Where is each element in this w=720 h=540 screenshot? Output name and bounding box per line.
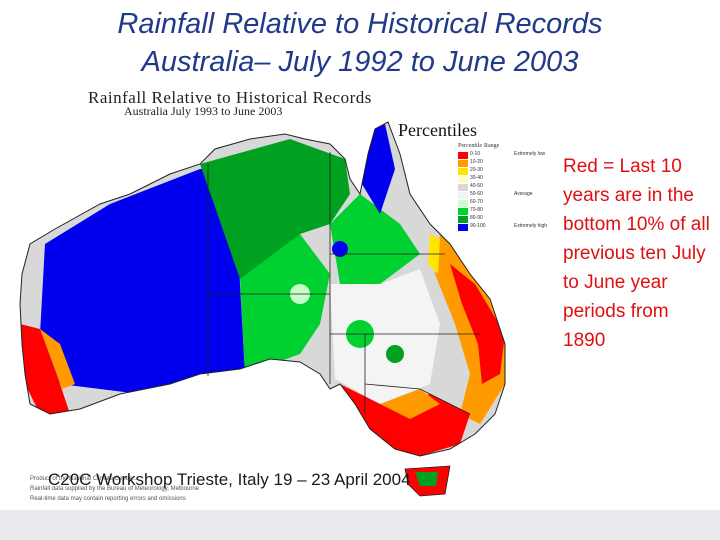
legend-class: Extremely high	[514, 223, 548, 229]
legend-range: 90-100	[470, 223, 486, 229]
legend-swatch	[458, 168, 468, 175]
legend-range: 70-80	[470, 207, 483, 213]
legend-class: Average	[514, 191, 533, 197]
legend-range: 80-90	[470, 215, 483, 221]
legend-range: 40-50	[470, 183, 483, 189]
legend-col-percentile: Percentile	[458, 143, 482, 149]
legend-range: 0-10	[470, 151, 481, 157]
legend-swatch	[458, 152, 468, 159]
legend-range: 20-30	[470, 167, 483, 173]
legend-range: 50-60	[470, 191, 483, 197]
slide-footer: C20C Workshop Trieste, Italy 19 – 23 Apr…	[48, 470, 411, 489]
legend-row: 90-100 Extremely high	[458, 223, 565, 231]
legend-row: 40-50	[458, 183, 565, 191]
legend-swatch	[458, 160, 468, 167]
legend-range: 60-70	[470, 199, 483, 205]
slide-title-line2: Australia– July 1992 to June 2003	[141, 46, 579, 78]
legend-row: 80-90	[458, 215, 565, 223]
coastline	[19, 121, 506, 457]
red-explanation-note: Red = Last 10 years are in the bottom 10…	[563, 156, 710, 351]
legend-row: 0-10 Extremely low	[458, 151, 565, 159]
legend-swatch	[458, 200, 468, 207]
map-credit-line1: Product of the National Climate Centre..…	[30, 476, 138, 482]
legend-swatch	[458, 176, 468, 183]
legend-col-range: Range	[484, 143, 500, 149]
legend-range: 10-20	[470, 159, 483, 165]
legend-class: Extremely low	[514, 151, 546, 157]
state-borders	[207, 152, 480, 415]
legend-row: 30-40	[458, 175, 565, 183]
legend-range: 30-40	[470, 175, 483, 181]
map-credit-line2: Rainfall data supplied by the Bureau of …	[30, 486, 199, 492]
legend-row: 20-30	[458, 167, 565, 175]
legend-swatch	[458, 208, 468, 215]
legend-row: 10-20	[458, 159, 565, 167]
map-credit-line3: Real-time data may contain reporting err…	[30, 496, 186, 502]
percentiles-label: Percentiles	[398, 120, 477, 140]
legend-row: 60-70	[458, 199, 565, 207]
australia-rainfall-map	[19, 121, 506, 497]
slide-title-line1: Rainfall Relative to Historical Records	[117, 8, 603, 40]
legend-swatch	[458, 184, 468, 191]
tasmania-inner	[415, 472, 438, 486]
legend-row: 50-60 Average	[458, 191, 565, 199]
rainfall-map-panel: Rainfall Relative to Historical Records …	[0, 84, 565, 510]
legend-swatch	[458, 216, 468, 223]
slide-bottom-band	[0, 510, 720, 540]
map-subtitle: Australia July 1993 to June 2003	[124, 104, 283, 118]
legend-swatch	[458, 192, 468, 199]
legend-row: 70-80	[458, 207, 565, 215]
map-title: Rainfall Relative to Historical Records	[88, 88, 372, 107]
legend-swatch	[458, 224, 468, 231]
